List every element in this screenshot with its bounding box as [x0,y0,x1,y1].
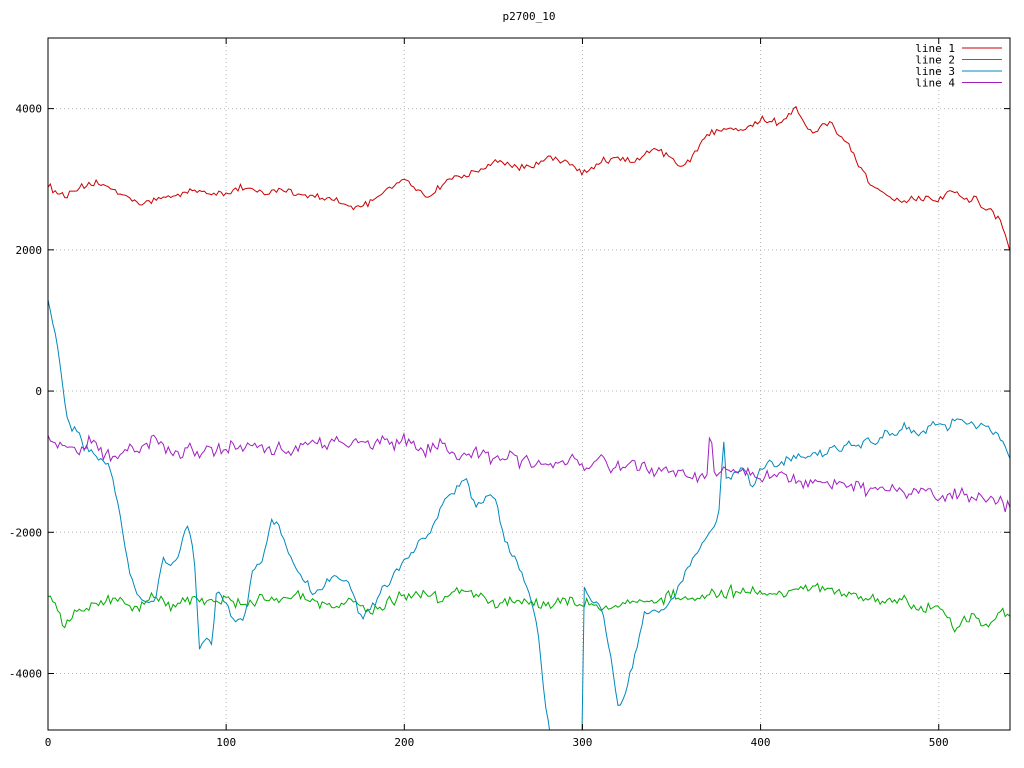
x-tick-label: 400 [751,736,771,749]
legend-label: line 1 [915,42,955,55]
series-group [48,105,1010,730]
series-line-2 [48,582,1010,633]
legend-label: line 3 [915,65,955,78]
x-tick-label: 0 [45,736,52,749]
legend-label: line 2 [915,54,955,67]
y-tick-label: 2000 [16,244,43,257]
x-tick-label: 200 [394,736,414,749]
y-tick-label: 4000 [16,103,43,116]
series-line-3 [48,299,1010,730]
chart-title: p2700_10 [502,10,556,23]
x-tick-label: 500 [929,736,949,749]
plot-border [47,37,1011,731]
legend-label: line 4 [915,77,955,90]
y-tick-label: -4000 [9,668,42,681]
y-tick-label: 0 [35,385,42,398]
x-tick-label: 100 [216,736,236,749]
series-line-1 [48,105,1010,254]
series-line-4 [48,432,1010,513]
y-tick-label: -2000 [9,526,42,539]
x-tick-label: 300 [573,736,593,749]
